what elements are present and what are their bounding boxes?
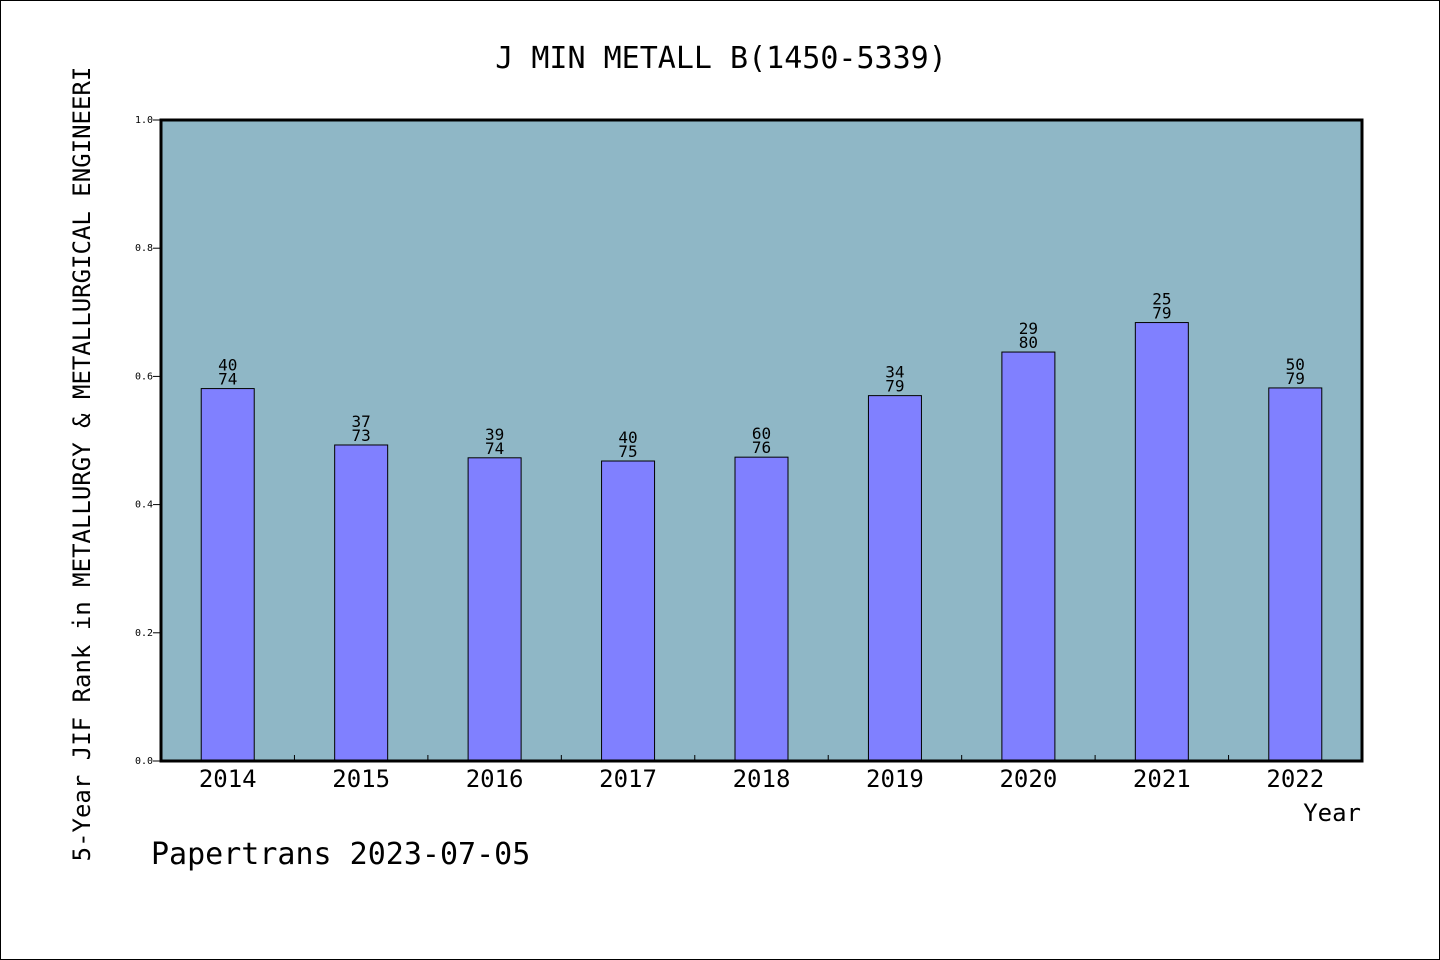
bar-total-label: 80	[1019, 333, 1038, 352]
bar-total-label: 74	[485, 439, 504, 458]
bar-total-label: 76	[752, 438, 771, 457]
y-axis-label: 5-Year JIF Rank in METALLURGY & METALLUR…	[68, 67, 96, 862]
y-tick-label: 0.0	[135, 756, 153, 767]
y-tick-label: 0.2	[135, 628, 153, 639]
bar-rank-label: 40	[618, 428, 637, 447]
bar-total-label: 79	[1286, 369, 1305, 388]
x-tick-label: 2018	[733, 765, 791, 793]
x-tick-label: 2022	[1266, 765, 1324, 793]
y-tick-label: 0.4	[135, 500, 153, 511]
bar-2020	[1001, 351, 1056, 762]
x-tick-label: 2014	[199, 765, 257, 793]
x-tick-label: 2019	[866, 765, 924, 793]
y-tick-label: 0.8	[135, 243, 153, 254]
bar-2019	[867, 395, 922, 762]
bar-2018	[734, 456, 789, 762]
bar-total-label: 79	[1152, 304, 1171, 323]
bar-rank-label: 60	[752, 424, 771, 443]
x-axis-label: Year	[1303, 799, 1361, 827]
bar-total-label: 73	[352, 426, 371, 445]
bars	[200, 322, 1323, 762]
bar-2022	[1268, 387, 1323, 762]
bar-rank-label: 29	[1019, 319, 1038, 338]
bar-2017	[601, 460, 656, 762]
x-tick-label: 2015	[332, 765, 390, 793]
bar-rank-label: 40	[218, 356, 237, 375]
x-tick-label: 2017	[599, 765, 657, 793]
chart-title: J MIN METALL B(1450-5339)	[495, 41, 947, 76]
bar-2021	[1134, 322, 1189, 762]
bar-total-label: 75	[618, 442, 637, 461]
y-axis-ticks: 0.0 0.2 0.4 0.6 0.8 1.0	[135, 115, 161, 767]
x-tick-label: 2020	[999, 765, 1057, 793]
bar-rank-label: 50	[1286, 355, 1305, 374]
bar-2016	[467, 457, 522, 762]
x-tick-label: 2021	[1133, 765, 1191, 793]
bar-total-label: 74	[218, 370, 237, 389]
bar-2014	[200, 388, 255, 762]
bar-total-label: 79	[885, 377, 904, 396]
x-tick-label: 2016	[466, 765, 524, 793]
y-tick-label: 1.0	[135, 115, 153, 126]
plot-border	[159, 118, 1364, 763]
x-axis-ticks: 2014 2015 2016 2017 2018 2019 2020 2021 2022	[199, 755, 1324, 793]
bar-2015	[334, 444, 389, 762]
footer-text: Papertrans 2023-07-05	[151, 837, 530, 872]
bar-rank-label: 39	[485, 425, 504, 444]
y-tick-label: 0.6	[135, 371, 153, 382]
bar-rank-label: 34	[885, 363, 904, 382]
bar-rank-label: 25	[1152, 290, 1171, 309]
bar-rank-label: 37	[352, 412, 371, 431]
